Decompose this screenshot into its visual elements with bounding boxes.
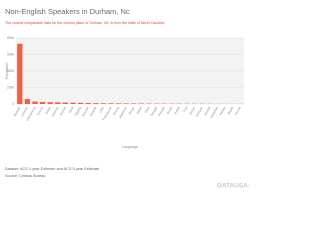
x-tick-label: Persian <box>157 106 166 117</box>
x-tick-label: Greek <box>166 105 174 115</box>
bar <box>108 103 114 104</box>
x-tick-label: German <box>50 106 59 118</box>
x-tick-label: Portuguese <box>101 106 112 122</box>
x-tick-label: Hindi <box>68 106 75 114</box>
x-tick-label: Russian <box>81 106 90 118</box>
x-tick-label: Vietnamese <box>25 106 37 122</box>
bar <box>70 102 76 104</box>
x-tick-label: Tagalog <box>73 106 82 117</box>
bar <box>32 101 38 104</box>
y-tick-label: 0 <box>12 102 14 106</box>
y-axis-label: Population <box>5 63 9 80</box>
x-tick-label: Korean <box>59 106 67 117</box>
chart-subtitle: The closest comparable data for the cens… <box>5 21 165 25</box>
x-tick-label: Telugu <box>127 106 135 116</box>
bar <box>93 103 99 104</box>
y-tick-label: 200k <box>7 85 14 89</box>
x-tick-label: Amharic <box>195 105 204 117</box>
x-tick-label: Ukrainian <box>209 106 219 119</box>
x-tick-label: Tamil <box>144 106 151 114</box>
footer-dataset: Dataset: ACS 1-year Estimate and ACS 5-y… <box>5 167 99 171</box>
x-tick-label: Italian <box>135 106 143 115</box>
x-tick-label: Yoruba <box>234 106 242 116</box>
bar <box>62 102 69 104</box>
x-tick-label: Bengali <box>150 106 159 117</box>
x-tick-label: Khmer <box>188 106 196 116</box>
x-tick-label: Polish <box>173 106 181 115</box>
footer-source: Source: Census Bureau <box>5 174 45 178</box>
bar <box>24 99 31 104</box>
bar <box>115 103 122 104</box>
bar <box>131 103 137 104</box>
bar <box>47 102 53 104</box>
x-tick-label: Arabic <box>44 105 52 115</box>
bar <box>100 103 107 104</box>
logo: DATAUSA: <box>217 183 250 190</box>
bar <box>17 43 23 104</box>
x-tick-label: Spanish <box>12 106 21 118</box>
x-tick-label: Hmong <box>112 106 120 117</box>
x-axis-label: Language <box>122 145 138 149</box>
bar <box>85 103 91 104</box>
chart: Non-English Speakers in Durham, Nc The c… <box>5 7 250 190</box>
bar <box>39 101 46 104</box>
x-tick-label: Swahili <box>203 106 211 117</box>
y-tick-label: 800k <box>7 36 14 40</box>
x-tick-label: French <box>36 106 44 116</box>
chart-title: Non-English Speakers in Durham, Nc <box>5 7 130 16</box>
x-tick-label: Gujarati <box>89 106 98 117</box>
y-tick-label: 400k <box>7 69 14 73</box>
page: Non-English Speakers in Durham, Nc The c… <box>4 6 250 190</box>
x-tick-label: Haitian <box>218 106 226 116</box>
x-tick-label: Nepali <box>226 106 234 116</box>
x-tick-label: Japanese <box>118 106 128 120</box>
x-tick-label: Urdu <box>98 106 105 114</box>
y-tick-label: 600k <box>7 52 14 56</box>
x-tick-label: Thai <box>182 106 189 113</box>
bar <box>55 102 61 104</box>
bar <box>123 103 129 104</box>
x-tick-label: Chinese <box>20 106 29 118</box>
bar <box>77 102 84 104</box>
